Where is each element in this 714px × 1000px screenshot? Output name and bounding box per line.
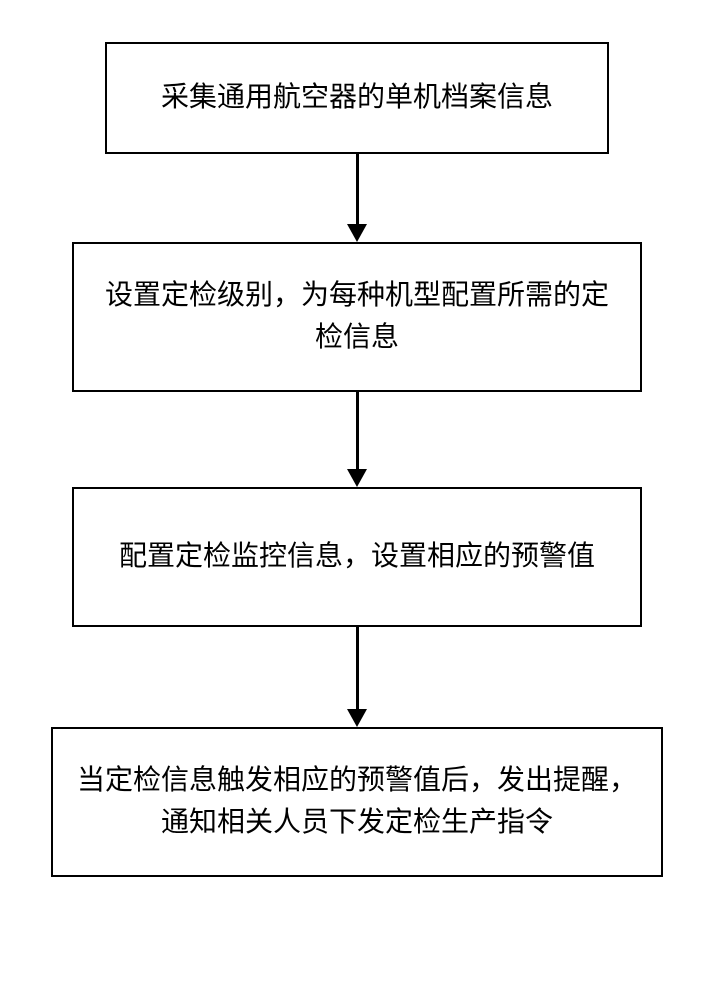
arrow-line (356, 392, 359, 469)
flowchart-step-label: 配置定检监控信息，设置相应的预警值 (119, 536, 595, 578)
flowchart-step-2: 设置定检级别，为每种机型配置所需的定检信息 (72, 242, 642, 392)
arrow-line (356, 627, 359, 709)
flowchart-container: 采集通用航空器的单机档案信息设置定检级别，为每种机型配置所需的定检信息配置定检监… (51, 42, 663, 877)
flowchart-step-1: 采集通用航空器的单机档案信息 (105, 42, 609, 154)
flowchart-step-4: 当定检信息触发相应的预警值后，发出提醒，通知相关人员下发定检生产指令 (51, 727, 663, 877)
flowchart-arrow-1 (347, 154, 367, 242)
flowchart-step-label: 采集通用航空器的单机档案信息 (161, 77, 553, 119)
arrow-head-icon (347, 469, 367, 487)
flowchart-arrow-3 (347, 627, 367, 727)
flowchart-step-3: 配置定检监控信息，设置相应的预警值 (72, 487, 642, 627)
arrow-head-icon (347, 224, 367, 242)
arrow-head-icon (347, 709, 367, 727)
flowchart-step-label: 当定检信息触发相应的预警值后，发出提醒，通知相关人员下发定检生产指令 (77, 760, 637, 844)
arrow-line (356, 154, 359, 224)
flowchart-step-label: 设置定检级别，为每种机型配置所需的定检信息 (94, 275, 620, 359)
flowchart-arrow-2 (347, 392, 367, 487)
